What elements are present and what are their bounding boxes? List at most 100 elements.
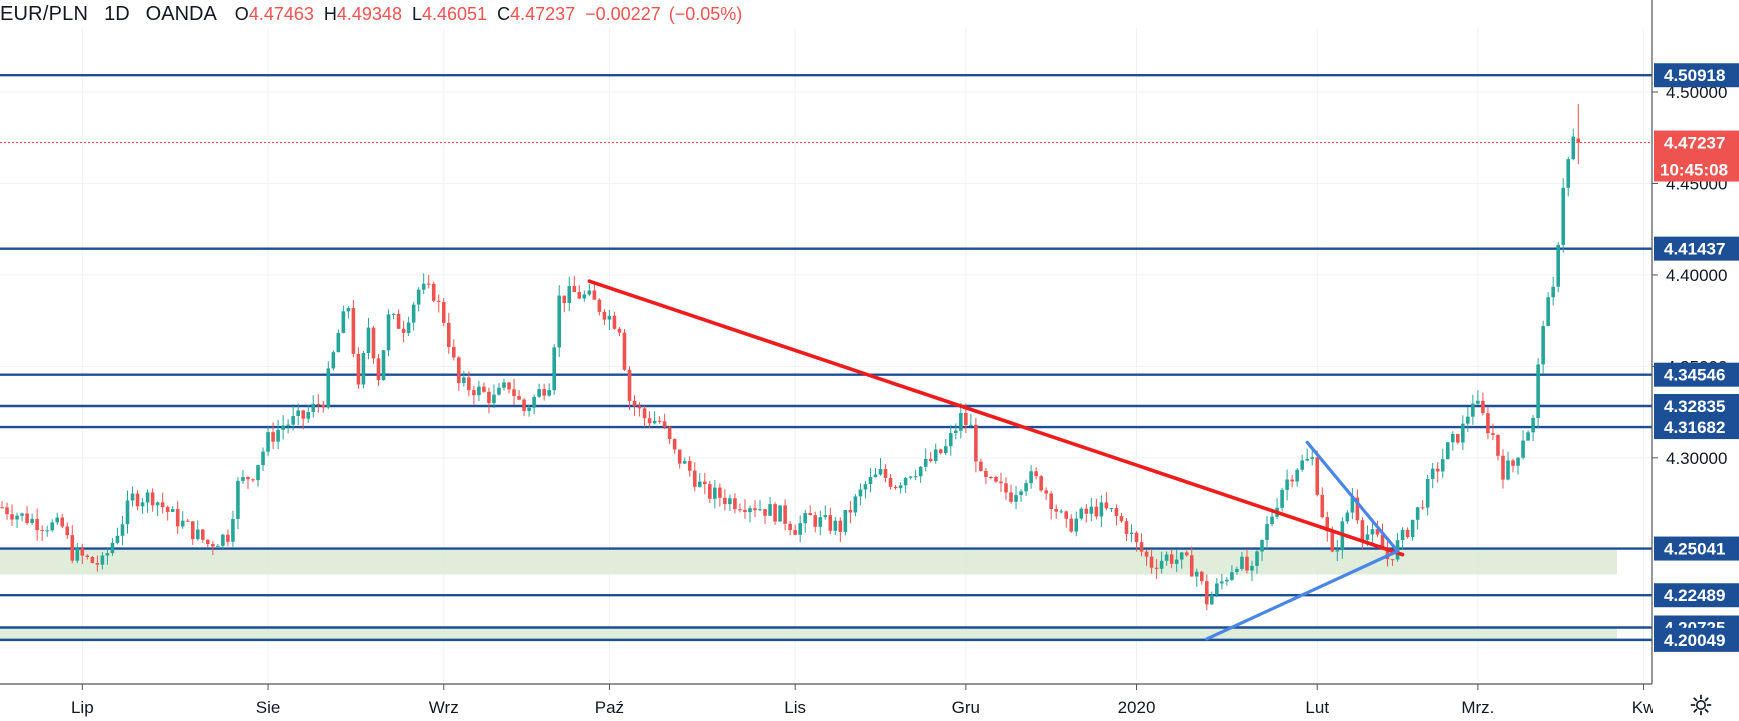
price-tick-label: 4.40000	[1666, 266, 1727, 285]
candle	[708, 480, 712, 504]
candle	[110, 538, 115, 556]
candle	[642, 405, 647, 427]
candle-body	[738, 509, 742, 511]
trendline-red[interactable]	[587, 279, 1405, 557]
candle	[386, 309, 391, 357]
candle	[1154, 559, 1159, 579]
candle	[723, 489, 727, 511]
candle	[1440, 448, 1445, 478]
candle	[582, 290, 587, 302]
candle-body	[190, 521, 195, 540]
candle	[1280, 487, 1284, 512]
candle-body	[783, 505, 787, 524]
candle-body	[482, 386, 486, 392]
candle	[682, 457, 687, 464]
candle-body	[873, 474, 878, 478]
candle	[216, 544, 220, 547]
trendline-blue[interactable]	[1305, 440, 1400, 553]
candle	[1450, 431, 1455, 451]
candle	[768, 496, 772, 516]
candle-body	[1079, 508, 1084, 519]
candle	[903, 476, 908, 493]
candle-body	[969, 424, 973, 426]
candle	[913, 469, 918, 481]
candle	[396, 309, 401, 330]
timeframe-label[interactable]: 1D	[104, 3, 130, 25]
candle-body	[1265, 524, 1269, 541]
candle-body	[381, 350, 386, 381]
candle	[145, 489, 150, 513]
candle-body	[421, 283, 426, 290]
candle	[989, 475, 993, 480]
candle-body	[713, 487, 717, 499]
candle	[572, 275, 577, 293]
candle	[1430, 462, 1435, 489]
candle	[743, 499, 747, 519]
candle	[883, 464, 888, 483]
candle-body	[1069, 518, 1074, 532]
candle	[763, 508, 767, 524]
candle-body	[999, 481, 1003, 484]
candle	[241, 470, 245, 484]
candle	[361, 351, 366, 389]
candle-body	[828, 515, 833, 531]
candle-body	[567, 286, 572, 303]
candle	[502, 378, 506, 391]
candle-body	[1305, 458, 1309, 461]
candle-body	[562, 295, 567, 303]
candle-body	[1290, 479, 1294, 482]
candle	[928, 451, 933, 463]
candle-body	[95, 563, 100, 565]
candle-body	[115, 535, 120, 543]
settings-gear-icon[interactable]	[1690, 694, 1712, 716]
candle-body	[948, 433, 953, 447]
candle	[1124, 517, 1129, 541]
candle	[180, 511, 185, 529]
candle	[1310, 448, 1315, 466]
candle	[452, 339, 456, 361]
candle-body	[55, 517, 60, 523]
candle-body	[617, 328, 622, 333]
candle-body	[938, 449, 943, 454]
candle	[1009, 484, 1013, 504]
candle-body	[793, 530, 797, 535]
candle	[30, 513, 34, 525]
candle-body	[537, 389, 541, 397]
candle-body	[1450, 434, 1455, 443]
candle-body	[833, 520, 838, 531]
symbol-name[interactable]: EUR/PLN	[0, 3, 89, 25]
candle-body	[110, 542, 115, 554]
trendline-blue[interactable]	[1205, 549, 1400, 641]
candle	[994, 475, 998, 483]
candle-body	[185, 520, 190, 522]
candle	[1466, 407, 1470, 432]
time-tick-label: Kw	[1632, 698, 1656, 717]
support-zone	[0, 627, 1617, 640]
candle	[336, 329, 341, 353]
candle	[0, 501, 4, 509]
candle	[1134, 531, 1139, 552]
candle-body	[1189, 555, 1194, 577]
candle	[793, 524, 797, 536]
candle-body	[888, 477, 893, 487]
candle-body	[306, 412, 311, 419]
candle	[431, 281, 436, 303]
candle-body	[959, 412, 963, 431]
candle-body	[1054, 508, 1058, 512]
candle	[703, 472, 707, 495]
candle	[1471, 394, 1475, 425]
candle	[803, 509, 807, 533]
candle	[326, 361, 331, 410]
candle-body	[1461, 423, 1465, 443]
candle	[758, 499, 762, 512]
candle-body	[1576, 138, 1581, 143]
candle	[10, 504, 14, 526]
candle-body	[868, 477, 873, 485]
candle	[251, 478, 255, 483]
candle	[637, 402, 642, 417]
candle	[1461, 415, 1465, 451]
candle-body	[682, 461, 687, 464]
candle	[70, 525, 75, 564]
close-label: C	[497, 4, 511, 24]
